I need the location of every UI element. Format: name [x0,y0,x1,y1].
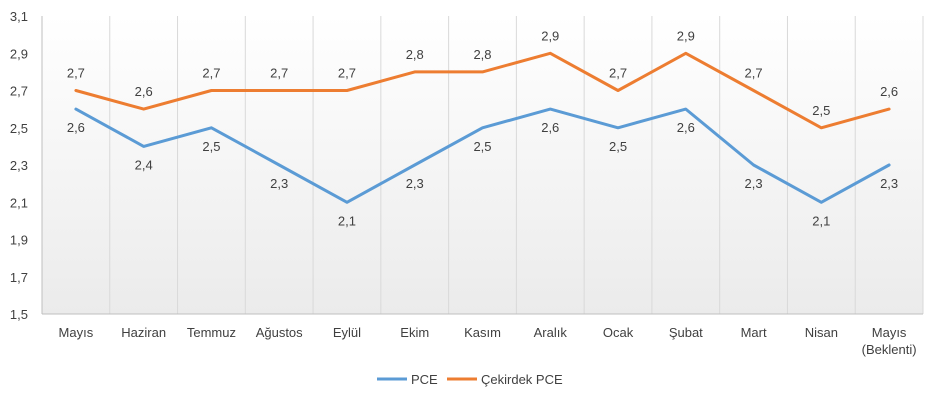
x-tick-label: Mayıs (Beklenti) [862,325,917,357]
x-tick-label: Temmuz [187,325,236,340]
y-tick-label: 1,5 [10,307,28,322]
data-label-cekirdek-pce: 2,6 [880,84,898,99]
x-tick-label: Mayıs [59,325,94,340]
data-label-pce: 2,6 [541,120,559,135]
y-tick-label: 1,9 [10,233,28,248]
x-tick-label-line: Kasım [464,325,501,340]
legend: PCE Çekirdek PCE [377,372,563,387]
data-label-cekirdek-pce: 2,7 [609,66,627,81]
x-tick-label: Haziran [121,325,166,340]
data-label-cekirdek-pce: 2,8 [406,47,424,62]
series-lines [74,51,891,204]
y-tick-label: 3,1 [10,9,28,24]
data-label-pce: 2,6 [67,120,85,135]
y-tick-label: 2,5 [10,121,28,136]
data-label-pce: 2,5 [609,139,627,154]
data-label-pce: 2,4 [135,157,153,172]
data-label-cekirdek-pce: 2,7 [745,66,763,81]
data-label-cekirdek-pce: 2,6 [135,84,153,99]
x-tick-label-line: Aralık [534,325,568,340]
y-tick-label: 2,3 [10,158,28,173]
x-tick-label-line: Temmuz [187,325,236,340]
x-tick-label: Nisan [805,325,838,340]
x-tick-label-line: Ağustos [256,325,303,340]
x-tick-label: Ocak [603,325,634,340]
y-tick-label: 2,1 [10,195,28,210]
x-tick-label-line: Eylül [333,325,361,340]
x-tick-label-line: (Beklenti) [862,342,917,357]
x-tick-label: Ağustos [256,325,303,340]
series-line-pce [74,107,891,204]
data-label-cekirdek-pce: 2,7 [270,66,288,81]
plot-area-background [42,16,923,314]
data-label-cekirdek-pce: 2,7 [202,66,220,81]
data-label-pce: 2,5 [473,139,491,154]
y-tick-label: 2,7 [10,84,28,99]
x-tick-label-line: Şubat [669,325,703,340]
x-tick-label: Kasım [464,325,501,340]
data-label-pce: 2,3 [745,176,763,191]
x-tick-label-line: Mart [741,325,767,340]
x-tick-label-line: Ekim [400,325,429,340]
x-tick-label: Şubat [669,325,703,340]
y-tick-label: 2,9 [10,46,28,61]
x-tick-label-line: Haziran [121,325,166,340]
data-label-cekirdek-pce: 2,9 [541,28,559,43]
x-tick-label: Mart [741,325,767,340]
data-label-pce: 2,5 [202,139,220,154]
x-tick-label-line: Ocak [603,325,634,340]
x-tick-label: Aralık [534,325,568,340]
data-label-cekirdek-pce: 2,9 [677,28,695,43]
y-tick-label: 1,7 [10,270,28,285]
data-label-pce: 2,3 [406,176,424,191]
legend-label-cekirdek-pce: Çekirdek PCE [481,372,563,387]
data-labels: 2,6 2,4 2,5 2,3 2,1 2,3 2,5 2,6 2,5 2,6 2,3 2,1 2,3 2… [67,28,898,228]
x-tick-label-line: Nisan [805,325,838,340]
x-tick-label-line: Mayıs [59,325,94,340]
data-label-pce: 2,6 [677,120,695,135]
data-label-pce: 2,3 [270,176,288,191]
legend-label-pce: PCE [411,372,438,387]
grid-lines [109,16,924,314]
series-line-cekirdek-pce [74,51,891,130]
data-label-pce: 2,3 [880,176,898,191]
data-label-cekirdek-pce: 2,5 [812,103,830,118]
x-tick-label-line: Mayıs [872,325,907,340]
data-label-cekirdek-pce: 2,7 [67,66,85,81]
x-tick-label: Eylül [333,325,361,340]
axes: 1,5 1,7 1,9 2,1 2,3 2,5 2,7 2,9 3,1 Mayıs Haziran T… [10,9,923,357]
data-label-pce: 2,1 [338,213,356,228]
data-label-pce: 2,1 [812,213,830,228]
data-label-cekirdek-pce: 2,8 [473,47,491,62]
data-label-cekirdek-pce: 2,7 [338,66,356,81]
x-tick-label: Ekim [400,325,429,340]
